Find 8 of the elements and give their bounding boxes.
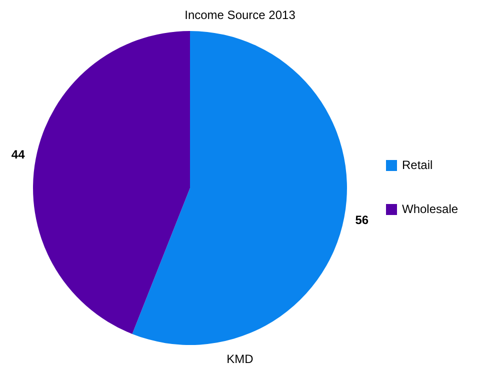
legend-label: Retail xyxy=(402,158,433,172)
text: KMD xyxy=(226,352,254,366)
pie-slice xyxy=(33,31,190,334)
pie-slice xyxy=(132,31,347,345)
chart-title: Income Source 2013 xyxy=(184,8,296,22)
legend-label: Wholesale xyxy=(402,202,458,216)
data-label: 44 xyxy=(11,147,26,162)
data-label: 56 xyxy=(355,212,369,227)
